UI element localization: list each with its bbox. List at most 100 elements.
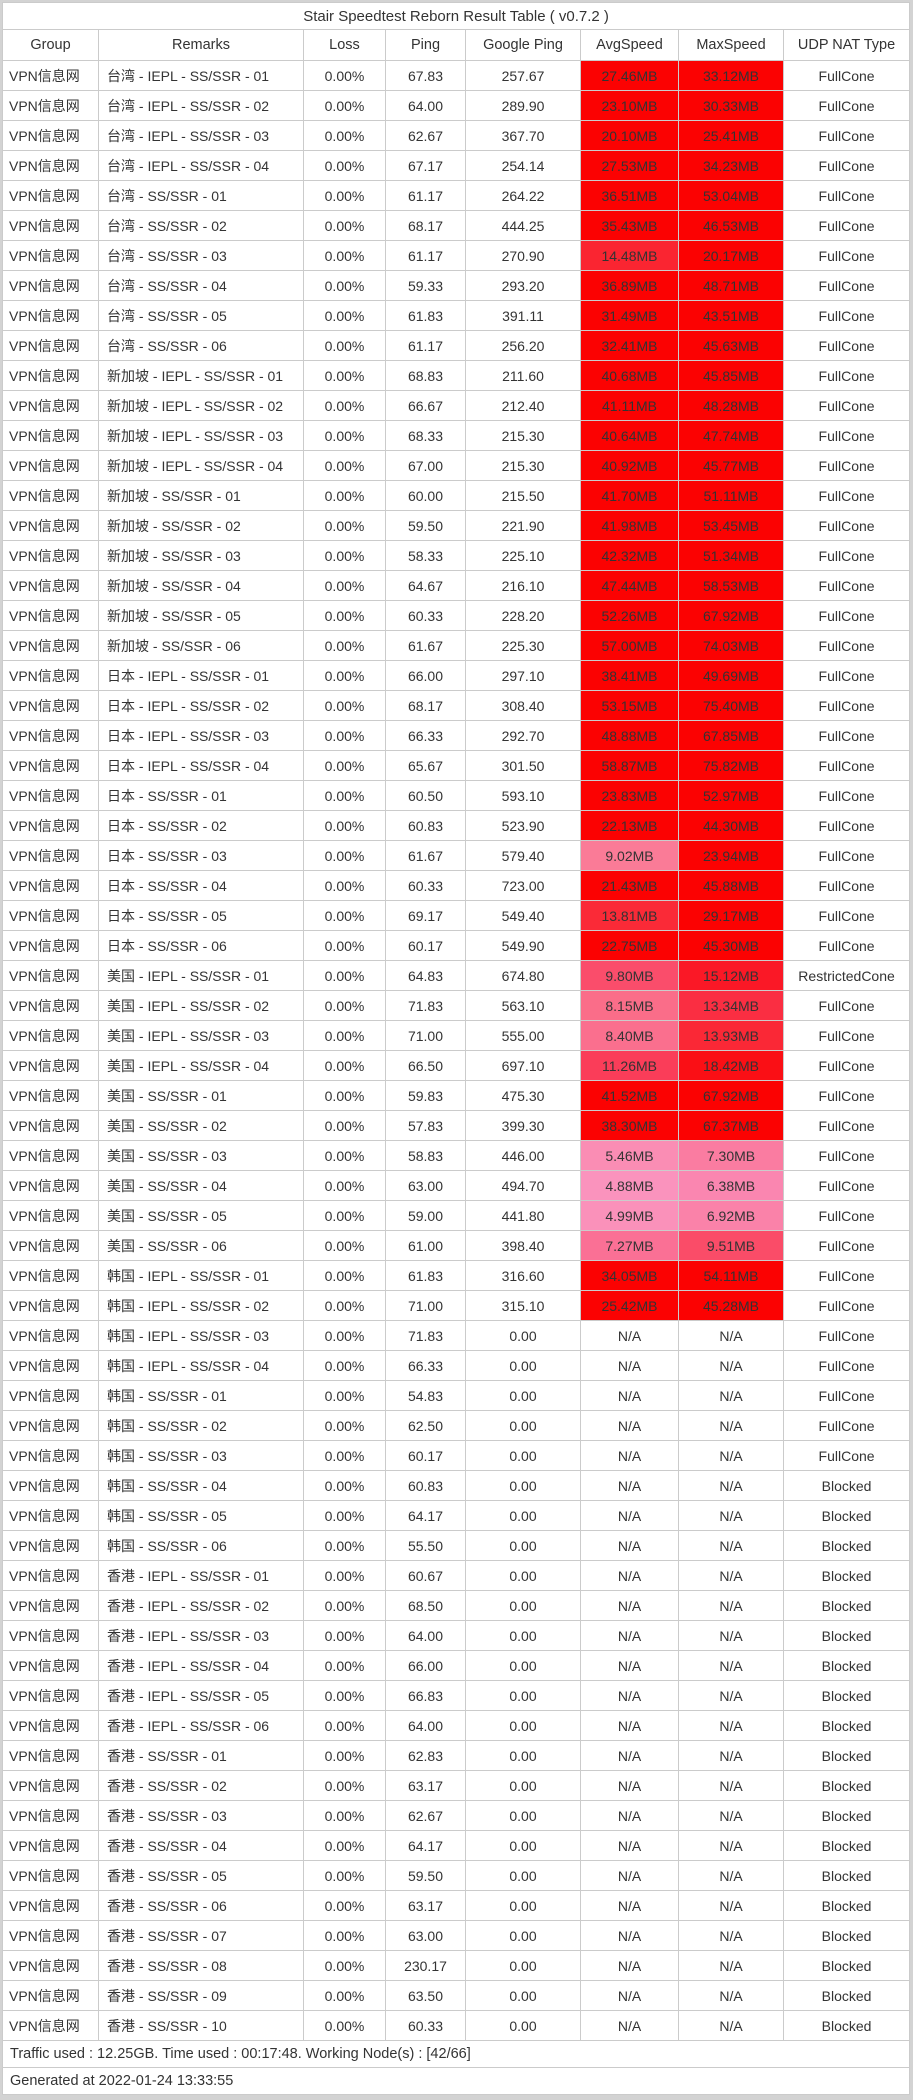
table-row: VPN信息网 台湾 - SS/SSR - 04 0.00% 59.33 293.20 36… bbox=[2, 270, 911, 301]
cell-group: VPN信息网 bbox=[2, 330, 99, 361]
cell-remarks: 香港 - IEPL - SS/SSR - 04 bbox=[98, 1650, 304, 1681]
cell-ping: 66.67 bbox=[385, 390, 466, 421]
cell-ping: 230.17 bbox=[385, 1950, 466, 1981]
cell-loss: 0.00% bbox=[303, 930, 386, 961]
table-row: VPN信息网 新加坡 - IEPL - SS/SSR - 03 0.00% 68.33… bbox=[2, 420, 911, 451]
cell-remarks: 日本 - SS/SSR - 04 bbox=[98, 870, 304, 901]
cell-ping: 54.83 bbox=[385, 1380, 466, 1411]
cell-maxspeed: 75.82MB bbox=[678, 750, 784, 781]
table-row: VPN信息网 新加坡 - IEPL - SS/SSR - 01 0.00% 68.83… bbox=[2, 360, 911, 391]
cell-maxspeed: 13.34MB bbox=[678, 990, 784, 1021]
cell-loss: 0.00% bbox=[303, 810, 386, 841]
cell-avgspeed: N/A bbox=[580, 1890, 679, 1921]
cell-nat-type: FullCone bbox=[782, 360, 911, 391]
table-row: VPN信息网 韩国 - SS/SSR - 05 0.00% 64.17 0.00 N/A N… bbox=[2, 1500, 911, 1531]
cell-google-ping: 0.00 bbox=[465, 1680, 581, 1711]
cell-remarks: 新加坡 - IEPL - SS/SSR - 03 bbox=[98, 420, 304, 451]
cell-loss: 0.00% bbox=[303, 330, 386, 361]
cell-loss: 0.00% bbox=[303, 1110, 386, 1141]
cell-ping: 61.83 bbox=[385, 1260, 466, 1291]
cell-remarks: 美国 - IEPL - SS/SSR - 01 bbox=[98, 960, 304, 991]
cell-loss: 0.00% bbox=[303, 510, 386, 541]
cell-loss: 0.00% bbox=[303, 1890, 386, 1921]
cell-ping: 64.00 bbox=[385, 1620, 466, 1651]
cell-group: VPN信息网 bbox=[2, 1560, 99, 1591]
cell-maxspeed: 9.51MB bbox=[678, 1230, 784, 1261]
cell-avgspeed: 8.15MB bbox=[580, 990, 679, 1021]
cell-loss: 0.00% bbox=[303, 420, 386, 451]
cell-maxspeed: 48.28MB bbox=[678, 390, 784, 421]
cell-nat-type: FullCone bbox=[782, 810, 911, 841]
cell-loss: 0.00% bbox=[303, 630, 386, 661]
cell-google-ping: 399.30 bbox=[465, 1110, 581, 1141]
cell-remarks: 美国 - SS/SSR - 04 bbox=[98, 1170, 304, 1201]
cell-ping: 58.33 bbox=[385, 540, 466, 571]
cell-avgspeed: 41.70MB bbox=[580, 480, 679, 511]
table-row: VPN信息网 香港 - IEPL - SS/SSR - 05 0.00% 66.83 0… bbox=[2, 1680, 911, 1711]
cell-ping: 62.50 bbox=[385, 1410, 466, 1441]
cell-nat-type: FullCone bbox=[782, 900, 911, 931]
cell-ping: 60.33 bbox=[385, 600, 466, 631]
cell-group: VPN信息网 bbox=[2, 1800, 99, 1831]
cell-group: VPN信息网 bbox=[2, 1440, 99, 1471]
cell-maxspeed: 47.74MB bbox=[678, 420, 784, 451]
cell-ping: 62.67 bbox=[385, 1800, 466, 1831]
cell-maxspeed: 58.53MB bbox=[678, 570, 784, 601]
cell-maxspeed: 53.45MB bbox=[678, 510, 784, 541]
cell-group: VPN信息网 bbox=[2, 780, 99, 811]
cell-avgspeed: N/A bbox=[580, 1470, 679, 1501]
cell-nat-type: Blocked bbox=[782, 1830, 911, 1861]
cell-group: VPN信息网 bbox=[2, 1380, 99, 1411]
cell-nat-type: FullCone bbox=[782, 1230, 911, 1261]
cell-nat-type: Blocked bbox=[782, 1500, 911, 1531]
table-row: VPN信息网 美国 - SS/SSR - 01 0.00% 59.83 475.30 41… bbox=[2, 1080, 911, 1111]
footer-traffic-row: Traffic used : 12.25GB. Time used : 00:1… bbox=[1, 2040, 911, 2068]
cell-google-ping: 0.00 bbox=[465, 1470, 581, 1501]
cell-loss: 0.00% bbox=[303, 1140, 386, 1171]
table-row: VPN信息网 日本 - IEPL - SS/SSR - 04 0.00% 65.67 3… bbox=[2, 750, 911, 781]
cell-maxspeed: 45.85MB bbox=[678, 360, 784, 391]
cell-remarks: 香港 - SS/SSR - 06 bbox=[98, 1890, 304, 1921]
table-row: VPN信息网 日本 - SS/SSR - 01 0.00% 60.50 593.10 23… bbox=[2, 780, 911, 811]
cell-loss: 0.00% bbox=[303, 1200, 386, 1231]
cell-remarks: 美国 - SS/SSR - 02 bbox=[98, 1110, 304, 1141]
cell-maxspeed: 20.17MB bbox=[678, 240, 784, 271]
cell-group: VPN信息网 bbox=[2, 1950, 99, 1981]
table-row: VPN信息网 香港 - SS/SSR - 03 0.00% 62.67 0.00 N/A N… bbox=[2, 1800, 911, 1831]
table-row: VPN信息网 香港 - SS/SSR - 02 0.00% 63.17 0.00 N/A N… bbox=[2, 1770, 911, 1801]
cell-loss: 0.00% bbox=[303, 180, 386, 211]
cell-maxspeed: N/A bbox=[678, 1830, 784, 1861]
table-row: VPN信息网 日本 - SS/SSR - 05 0.00% 69.17 549.40 13… bbox=[2, 900, 911, 931]
cell-remarks: 韩国 - SS/SSR - 03 bbox=[98, 1440, 304, 1471]
table-row: VPN信息网 韩国 - SS/SSR - 03 0.00% 60.17 0.00 N/A N… bbox=[2, 1440, 911, 1471]
cell-nat-type: FullCone bbox=[782, 690, 911, 721]
cell-group: VPN信息网 bbox=[2, 1350, 99, 1381]
cell-remarks: 日本 - IEPL - SS/SSR - 01 bbox=[98, 660, 304, 691]
table-row: VPN信息网 美国 - IEPL - SS/SSR - 02 0.00% 71.83 5… bbox=[2, 990, 911, 1021]
cell-google-ping: 0.00 bbox=[465, 1410, 581, 1441]
cell-maxspeed: N/A bbox=[678, 1410, 784, 1441]
cell-maxspeed: N/A bbox=[678, 1950, 784, 1981]
cell-maxspeed: 54.11MB bbox=[678, 1260, 784, 1291]
cell-nat-type: FullCone bbox=[782, 1320, 911, 1351]
table-row: VPN信息网 日本 - IEPL - SS/SSR - 03 0.00% 66.33 2… bbox=[2, 720, 911, 751]
cell-group: VPN信息网 bbox=[2, 150, 99, 181]
cell-loss: 0.00% bbox=[303, 1830, 386, 1861]
cell-nat-type: FullCone bbox=[782, 1170, 911, 1201]
cell-nat-type: Blocked bbox=[782, 1530, 911, 1561]
cell-remarks: 新加坡 - SS/SSR - 05 bbox=[98, 600, 304, 631]
cell-group: VPN信息网 bbox=[2, 300, 99, 331]
cell-remarks: 美国 - SS/SSR - 05 bbox=[98, 1200, 304, 1231]
cell-ping: 62.67 bbox=[385, 120, 466, 151]
table-row: VPN信息网 台湾 - SS/SSR - 02 0.00% 68.17 444.25 35… bbox=[2, 210, 911, 241]
cell-remarks: 香港 - IEPL - SS/SSR - 03 bbox=[98, 1620, 304, 1651]
cell-maxspeed: N/A bbox=[678, 1590, 784, 1621]
cell-avgspeed: 57.00MB bbox=[580, 630, 679, 661]
cell-google-ping: 315.10 bbox=[465, 1290, 581, 1321]
cell-nat-type: Blocked bbox=[782, 2010, 911, 2041]
cell-nat-type: Blocked bbox=[782, 1890, 911, 1921]
cell-ping: 64.17 bbox=[385, 1830, 466, 1861]
cell-ping: 63.00 bbox=[385, 1920, 466, 1951]
cell-group: VPN信息网 bbox=[2, 390, 99, 421]
